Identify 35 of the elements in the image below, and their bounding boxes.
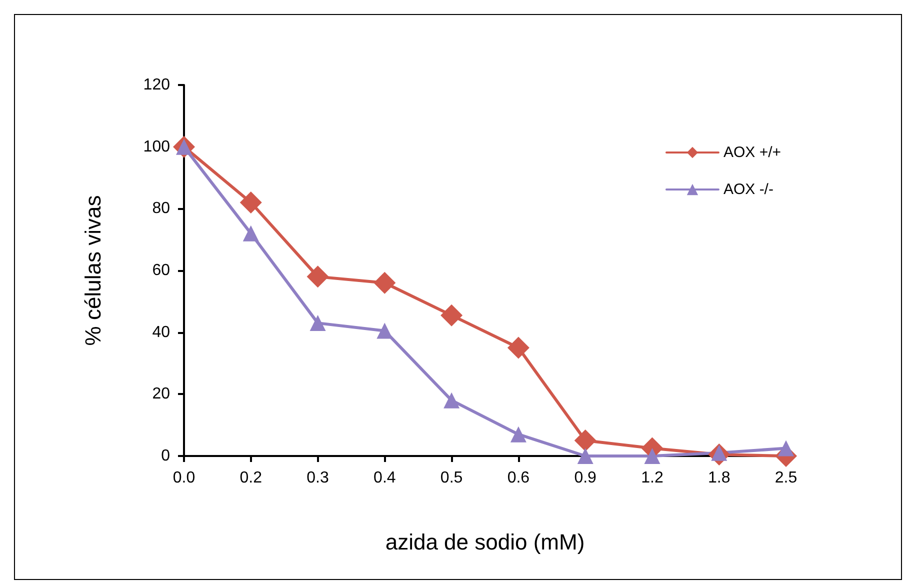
x-axis-title: azida de sodio (mM) (385, 530, 585, 554)
x-tick-label: 0.2 (240, 470, 262, 486)
point (240, 191, 262, 214)
y-tick-label: 0 (161, 448, 170, 464)
x-tick-label: 0.9 (574, 470, 597, 486)
y-tick-label: 60 (152, 262, 170, 279)
y-tick-label: 40 (152, 324, 170, 341)
y-tick-label: 20 (152, 386, 170, 403)
y-tick-label: 100 (143, 138, 170, 156)
point (574, 430, 596, 452)
x-tick-label: 2.5 (774, 470, 798, 486)
y-axis-title: % células vivas (80, 195, 106, 346)
y-tick-label: 120 (143, 76, 170, 94)
point (242, 225, 259, 242)
point (306, 266, 329, 288)
point (374, 272, 396, 294)
x-tick-label: 0.4 (374, 470, 396, 486)
x-tick-label: 0.6 (507, 470, 530, 486)
x-tick-label: 0.3 (306, 470, 329, 486)
x-tick-label: 1.2 (641, 470, 664, 486)
x-tick-label: 0.0 (172, 470, 196, 486)
point (444, 392, 460, 408)
legend-label: AOX +/+ (723, 144, 782, 161)
point (778, 440, 794, 456)
legend-label: AOX -/- (723, 181, 774, 198)
point (510, 426, 526, 442)
x-tick-label: 1.8 (708, 470, 730, 486)
x-tick-label: 0.5 (440, 470, 463, 486)
y-tick-label: 80 (152, 200, 170, 218)
point (376, 322, 393, 339)
point (644, 448, 660, 464)
point (310, 315, 326, 332)
point (577, 448, 594, 464)
point (440, 304, 463, 326)
point (507, 336, 530, 359)
